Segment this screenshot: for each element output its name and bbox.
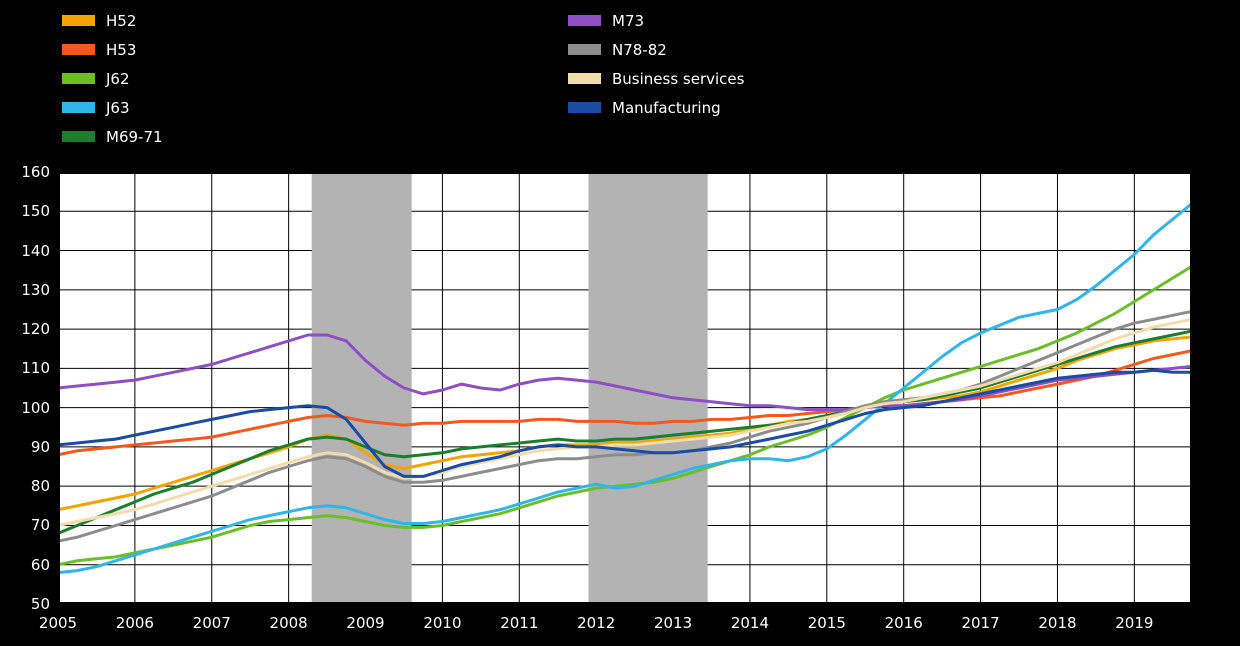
y-tick-label: 100 [21, 398, 50, 417]
x-tick-label: 2011 [500, 614, 539, 632]
x-tick-label: 2008 [269, 614, 308, 632]
plot-border [58, 172, 1192, 604]
legend-swatch [568, 102, 601, 113]
x-tick-label: 2018 [1038, 614, 1077, 632]
legend-item-h52: H52 [62, 6, 163, 35]
legend-item-manufacturing: Manufacturing [568, 93, 744, 122]
x-tick-label: 2014 [730, 614, 770, 632]
recession-band [588, 172, 708, 604]
series-line-manufacturing [58, 368, 1192, 478]
y-tick-label: 120 [21, 320, 50, 339]
chart-svg [58, 172, 1192, 604]
chart-plot-area [58, 172, 1192, 604]
legend-label: H53 [106, 40, 137, 59]
legend-label: M69-71 [106, 127, 163, 146]
y-tick-label: 140 [21, 241, 50, 260]
y-tick-label: 160 [21, 163, 50, 181]
recession-band [311, 172, 412, 604]
series-line-m69-71 [58, 329, 1192, 535]
legend-swatch [568, 73, 601, 84]
legend-swatch [62, 44, 95, 55]
x-tick-label: 2016 [884, 614, 923, 632]
x-tick-label: 2007 [192, 614, 231, 632]
x-tick-label: 2009 [346, 614, 385, 632]
y-tick-label: 130 [21, 280, 50, 299]
legend-item-m73: M73 [568, 6, 744, 35]
x-tick-label: 2017 [961, 614, 1000, 632]
legend-item-m69-71: M69-71 [62, 122, 163, 151]
y-tick-label: 150 [21, 202, 50, 221]
series-line-business-services [58, 317, 1192, 527]
series-line-j62 [58, 264, 1192, 567]
legend-swatch [568, 15, 601, 26]
legend-column: M73 N78-82 Business services Manufacturing [568, 6, 744, 122]
x-tick-label: 2012 [577, 614, 616, 632]
y-tick-label: 70 [30, 516, 50, 535]
x-tick-label: 2005 [38, 614, 78, 632]
legend-label: H52 [106, 11, 137, 30]
legend-label: Manufacturing [612, 98, 721, 117]
legend-item-n78-82: N78-82 [568, 35, 744, 64]
legend-label: Business services [612, 69, 745, 88]
x-tick-label: 2013 [653, 614, 693, 632]
x-tick-label: 2015 [807, 614, 846, 632]
legend-label: J62 [106, 69, 130, 88]
series-line-m73 [58, 333, 1192, 412]
legend-swatch [62, 15, 95, 26]
series-line-j63 [58, 201, 1192, 575]
legend: H52 H53 J62 J63 M69-71 M73 N78-82 Business serv… [0, 6, 1240, 166]
legend-item-j63: J63 [62, 93, 163, 122]
y-tick-label: 90 [30, 437, 50, 456]
legend-swatch [62, 131, 95, 142]
legend-item-h53: H53 [62, 35, 163, 64]
legend-item-business-services: Business services [568, 64, 744, 93]
y-tick-label: 60 [30, 555, 50, 574]
y-tick-label: 50 [30, 595, 50, 613]
x-tick-label: 2019 [1115, 614, 1154, 632]
legend-swatch [62, 73, 95, 84]
legend-label: M73 [612, 11, 645, 30]
legend-label: N78-82 [612, 40, 667, 59]
legend-label: J63 [106, 98, 130, 117]
y-tick-label: 80 [30, 477, 50, 496]
y-tick-label: 110 [21, 359, 50, 378]
legend-swatch [568, 44, 601, 55]
series-line-h53 [58, 349, 1192, 457]
series-line-n78-82 [58, 309, 1192, 543]
legend-swatch [62, 102, 95, 113]
x-tick-label: 2006 [115, 614, 154, 632]
legend-item-j62: J62 [62, 64, 163, 93]
x-tick-label: 2010 [423, 614, 462, 632]
legend-column: H52 H53 J62 J63 M69-71 [62, 6, 163, 151]
